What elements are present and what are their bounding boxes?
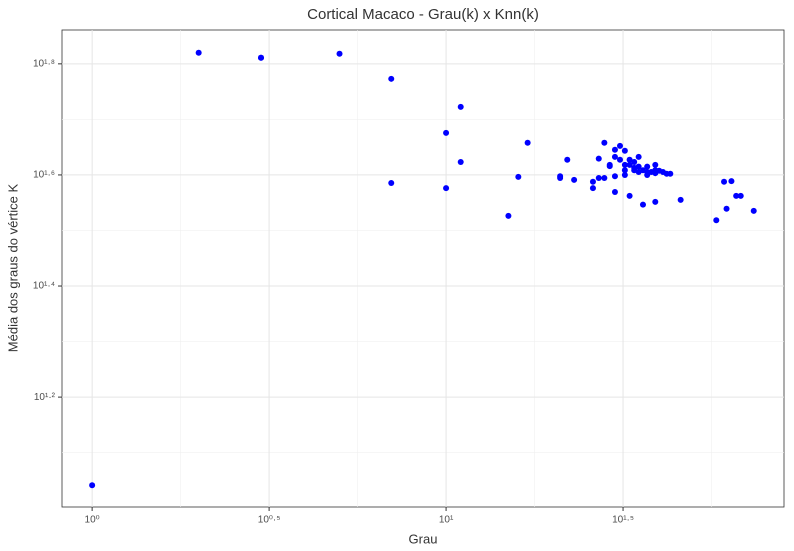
point [713,217,720,224]
point [639,201,646,208]
point [388,75,395,82]
point [652,198,659,205]
point [388,180,395,187]
x-axis-label: Grau [409,531,438,546]
y-tick-label: 10¹·⁴ [33,281,55,292]
point [611,146,618,153]
point [589,185,596,192]
x-tick-label: 10¹ [439,515,454,526]
point [258,54,265,61]
point [443,185,450,192]
y-axis-label: Média dos graus do vértice K [5,183,20,352]
point [721,178,728,185]
point [635,153,642,160]
point [728,178,735,185]
point [616,142,623,149]
plot-panel [61,29,785,508]
point [457,103,464,110]
point [677,196,684,203]
point [733,192,740,199]
point [589,178,596,185]
x-tick-label: 10¹·⁵ [612,515,634,526]
y-tick-label: 10¹·⁸ [33,58,55,69]
point [443,129,450,136]
point [571,176,578,183]
point [737,192,744,199]
point [621,167,628,174]
chart-title: Cortical Macaco - Grau(k) x Knn(k) [307,6,539,23]
point [595,175,602,182]
point [616,156,623,163]
point [667,170,674,177]
y-tick-label: 10¹·² [34,392,56,403]
point [750,207,757,214]
point [195,49,202,56]
point [626,192,633,199]
point [621,172,628,179]
point [611,173,618,180]
point [601,139,608,146]
point [626,156,633,163]
x-tick-label: 10⁰ [85,515,100,526]
point [595,155,602,162]
point [606,161,613,168]
point [89,482,96,489]
y-tick-label: 10¹·⁶ [33,170,55,181]
point [564,156,571,163]
point [644,172,651,179]
x-tick-label: 10⁰·⁵ [258,515,281,526]
point [601,175,608,182]
point [626,161,633,168]
point [336,50,343,57]
point [505,212,512,219]
point [631,159,638,166]
point [652,161,659,168]
point [457,159,464,166]
point [621,161,628,168]
point [635,163,642,170]
point [723,205,730,212]
point [621,147,628,154]
point [644,163,651,170]
point [515,173,522,180]
point [557,175,564,182]
point [524,139,531,146]
point [611,153,618,160]
point [611,188,618,195]
